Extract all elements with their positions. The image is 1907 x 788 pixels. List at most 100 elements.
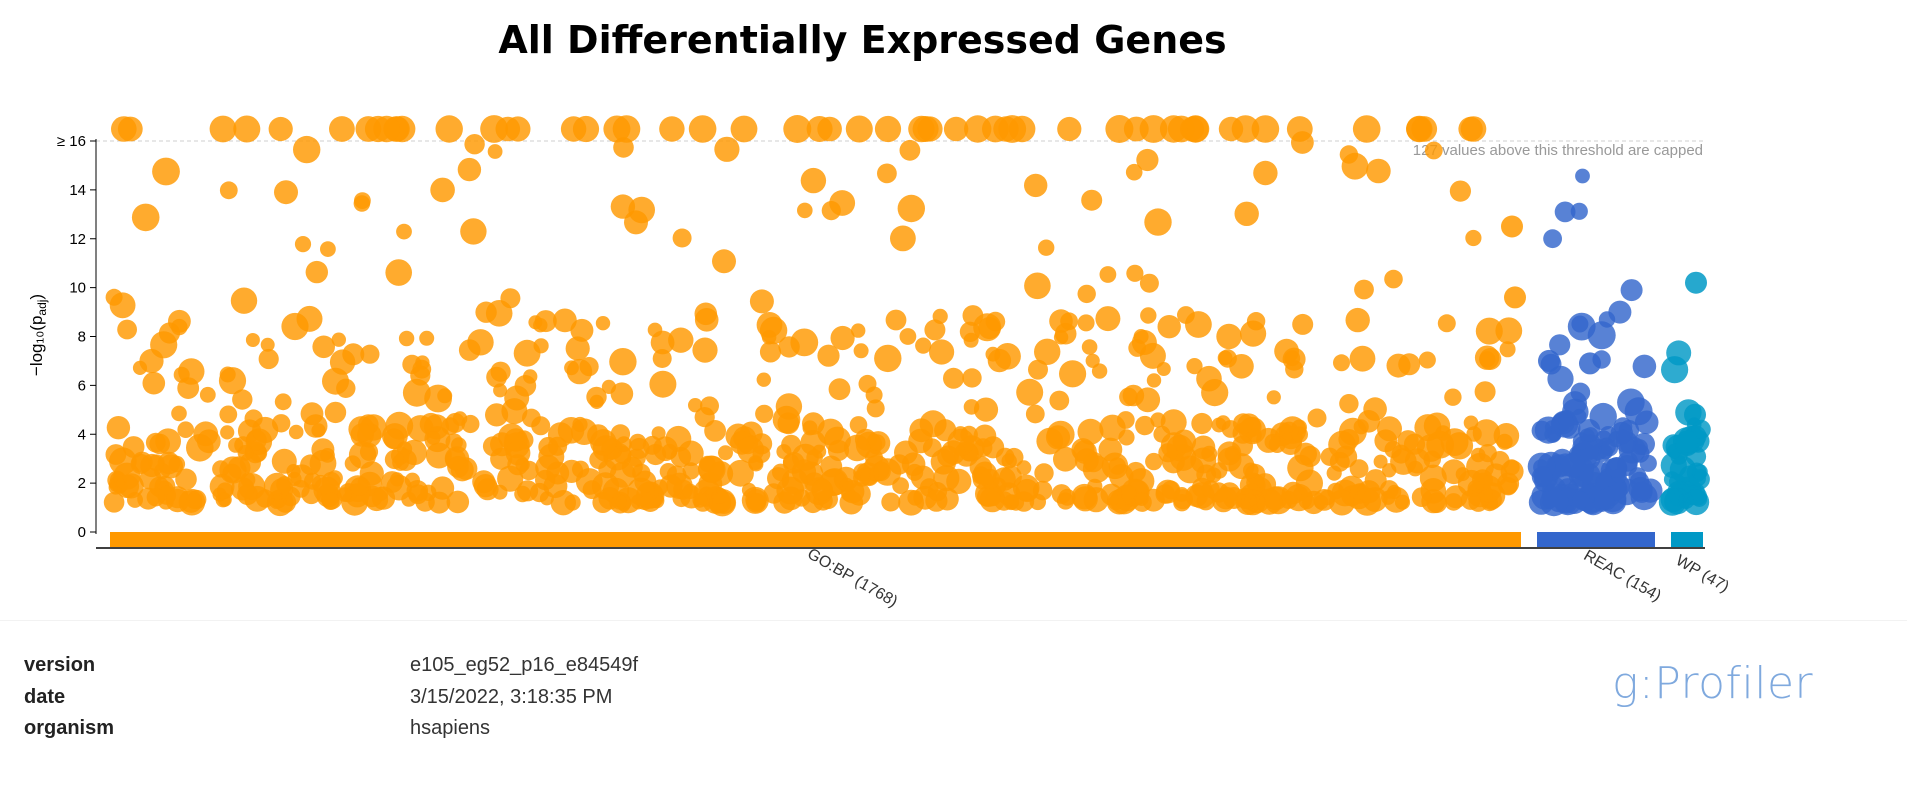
data-point (708, 489, 737, 517)
data-point (1291, 131, 1314, 154)
source-bar (110, 532, 1521, 547)
data-point (692, 492, 708, 508)
y-axis-label-close: ) (27, 294, 46, 300)
data-point (165, 488, 190, 513)
data-point (137, 487, 160, 510)
data-point (1474, 381, 1496, 403)
data-point (109, 292, 136, 319)
data-point (1466, 426, 1482, 442)
data-point (748, 455, 763, 470)
data-point (171, 405, 187, 422)
data-point (1108, 457, 1127, 475)
data-point (1558, 417, 1581, 439)
data-point (692, 337, 718, 363)
data-point (320, 448, 335, 463)
meta-row-version: version e105_eg52_p16_e84549f (0, 654, 900, 682)
data-point (1177, 306, 1195, 324)
notable-point (1684, 403, 1706, 426)
data-point (1186, 358, 1203, 375)
data-point (467, 329, 494, 356)
data-point (513, 339, 541, 367)
data-point (331, 332, 346, 347)
data-point (219, 405, 238, 424)
data-point (1465, 229, 1482, 247)
data-point (749, 289, 774, 314)
data-point (390, 472, 405, 487)
data-point (776, 476, 805, 505)
data-point (665, 425, 692, 452)
gprofiler-logo: g:Profiler (1612, 658, 1814, 709)
data-point (1266, 390, 1281, 405)
data-point (404, 472, 420, 488)
y-tick-label: ≥ 16 (57, 133, 86, 150)
data-point (1495, 317, 1523, 345)
data-point (915, 337, 932, 354)
data-point (117, 319, 137, 340)
data-point (1172, 429, 1197, 454)
data-point (1013, 491, 1035, 512)
meta-key: version (24, 654, 96, 676)
data-point (360, 344, 380, 364)
data-point (898, 489, 924, 516)
data-point (445, 448, 466, 470)
source-bar (1671, 532, 1703, 547)
data-point (258, 348, 279, 370)
data-point (519, 460, 539, 481)
data-point (1081, 189, 1103, 211)
data-point (435, 115, 463, 143)
notable-point (1676, 430, 1698, 453)
notable-point (1579, 352, 1601, 375)
meta-row-date: date 3/15/2022, 3:18:35 PM (0, 686, 900, 714)
data-point (1490, 451, 1510, 471)
data-point (487, 144, 503, 159)
data-point (828, 378, 851, 401)
data-point (1449, 180, 1471, 202)
data-point (1554, 201, 1576, 223)
data-point (293, 135, 321, 164)
data-point (998, 115, 1027, 143)
data-point (670, 446, 692, 468)
data-point (171, 318, 188, 336)
data-point (480, 115, 508, 143)
y-axis-label: −log₁₀(padj) (27, 294, 49, 376)
data-point (1253, 160, 1278, 186)
data-point (139, 467, 162, 490)
data-point (1125, 461, 1146, 483)
data-point (1377, 416, 1402, 442)
data-point (531, 416, 551, 436)
data-point (899, 139, 921, 161)
data-point (1440, 428, 1469, 456)
notable-point (1501, 215, 1523, 238)
data-point (1620, 279, 1643, 302)
data-point (1384, 269, 1403, 289)
data-point (402, 378, 431, 407)
data-point (290, 464, 314, 488)
y-tick-label: 8 (78, 329, 86, 346)
data-point (158, 454, 183, 479)
data-point (1345, 307, 1370, 333)
data-point (233, 115, 261, 143)
data-point (885, 309, 907, 331)
data-point (294, 236, 312, 253)
data-point (1049, 390, 1070, 411)
divider (0, 620, 1907, 621)
data-point (943, 367, 964, 389)
data-point (849, 416, 868, 434)
data-point (688, 398, 703, 413)
data-point (946, 468, 972, 494)
data-point (232, 389, 253, 410)
data-point (514, 485, 531, 503)
data-point (877, 163, 897, 184)
data-point (1125, 163, 1143, 181)
data-point (220, 425, 235, 440)
data-point (122, 436, 145, 458)
data-point (219, 366, 236, 383)
data-point (1077, 418, 1104, 445)
data-point (612, 115, 641, 143)
data-point (682, 483, 698, 499)
data-point (1499, 341, 1516, 358)
data-point (1057, 116, 1082, 142)
data-point (820, 455, 843, 478)
data-point (901, 452, 926, 477)
data-point (589, 394, 604, 409)
